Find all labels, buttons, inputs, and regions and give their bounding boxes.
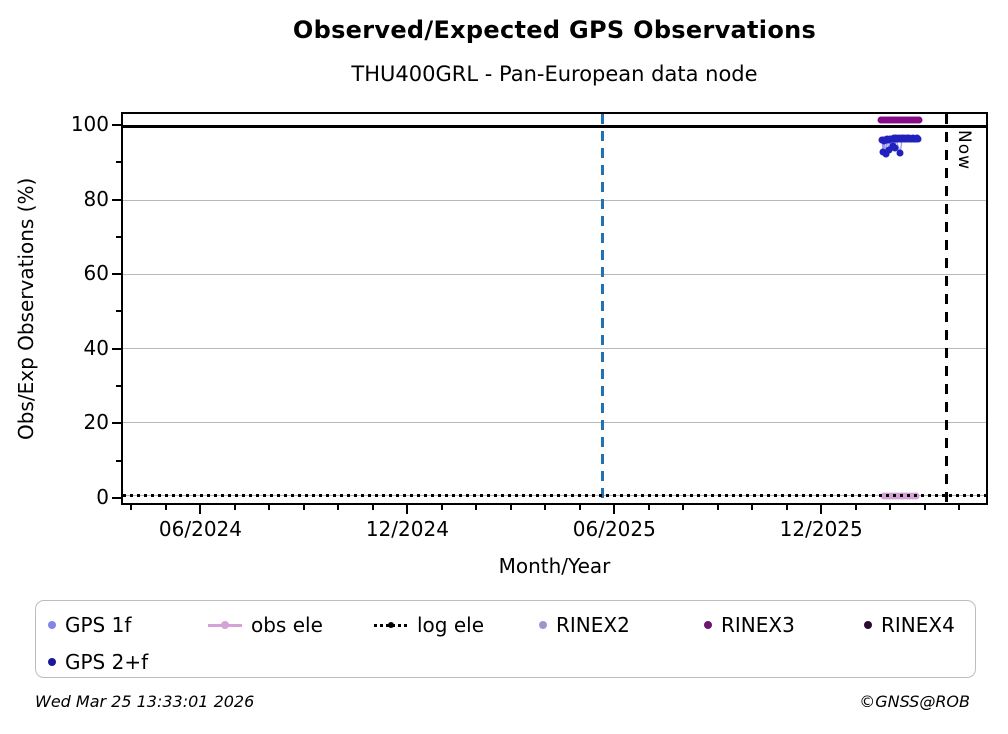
render-timestamp: Wed Mar 25 13:33:01 2026	[35, 692, 255, 711]
x-minor-tick	[854, 505, 857, 510]
x-tick-label: 12/2024	[365, 517, 449, 541]
x-minor-tick	[682, 505, 685, 510]
legend-item-rinex3: RINEX3	[704, 610, 795, 640]
log-ele-marker-dot-icon	[388, 622, 394, 628]
legend-row: GPS 1f obs ele log ele RINEX2 RINEX3 RINEX4	[36, 610, 975, 640]
x-minor-tick	[302, 505, 305, 510]
y-tick-label: 60	[83, 261, 109, 286]
obs-ele-marker-dot-icon	[221, 621, 229, 629]
legend-label: log ele	[417, 613, 485, 637]
log-ele-zero-line	[123, 494, 986, 498]
x-minor-tick	[509, 505, 512, 510]
x-minor-tick	[268, 505, 271, 510]
data-point-rinex3	[915, 116, 923, 124]
y-major-tick	[112, 422, 121, 425]
x-tick-label: 12/2025	[779, 517, 863, 541]
y-major-tick	[112, 124, 121, 127]
legend-item-rinex2: RINEX2	[539, 610, 630, 640]
legend-row: GPS 2+f	[36, 647, 975, 677]
y-gridline	[123, 421, 986, 423]
y-minor-tick	[116, 235, 121, 238]
x-minor-tick	[164, 505, 167, 510]
legend: GPS 1f obs ele log ele RINEX2 RINEX3 RINEX4 GP…	[35, 600, 976, 678]
x-major-tick	[820, 505, 823, 514]
y-major-tick	[112, 198, 121, 201]
x-minor-tick	[958, 505, 961, 510]
x-minor-tick	[923, 505, 926, 510]
legend-label: RINEX4	[881, 613, 955, 637]
x-axis-label: Month/Year	[498, 554, 611, 578]
legend-label: RINEX2	[556, 613, 630, 637]
x-minor-tick	[889, 505, 892, 510]
data-point-gps-2-f	[914, 135, 922, 143]
y-major-tick	[112, 273, 121, 276]
y-tick-label: 0	[96, 484, 109, 509]
y-gridline	[123, 274, 986, 276]
x-minor-tick	[578, 505, 581, 510]
rinex3-marker-icon	[704, 621, 712, 629]
event-marker-line	[601, 114, 605, 503]
x-minor-tick	[440, 505, 443, 510]
legend-item-rinex4: RINEX4	[864, 610, 955, 640]
y-minor-tick	[116, 310, 121, 313]
x-minor-tick	[785, 505, 788, 510]
x-minor-tick	[475, 505, 478, 510]
now-text-label: Now	[953, 130, 974, 171]
rinex2-marker-icon	[539, 621, 547, 629]
y-tick-label: 100	[70, 112, 109, 137]
plot-area: Now	[121, 112, 988, 505]
legend-item-log-ele: log ele	[374, 610, 484, 640]
y-minor-tick	[116, 385, 121, 388]
data-point-gps-2-f	[885, 146, 893, 154]
gps-2-f-marker-icon	[48, 658, 56, 666]
x-minor-tick	[716, 505, 719, 510]
y-axis-label: Obs/Exp Observations (%)	[14, 177, 38, 440]
y-minor-tick	[116, 161, 121, 164]
rinex4-marker-icon	[864, 621, 872, 629]
data-point-gps-2-f	[891, 144, 899, 152]
x-minor-tick	[751, 505, 754, 510]
x-minor-tick	[647, 505, 650, 510]
legend-item-obs-ele: obs ele	[208, 610, 323, 640]
data-point-gps-2-f	[882, 150, 890, 158]
legend-label: GPS 2+f	[65, 650, 149, 674]
x-tick-label: 06/2024	[158, 517, 242, 541]
x-minor-tick	[337, 505, 340, 510]
data-point-gps-2-f	[896, 149, 904, 157]
y-gridline	[123, 347, 986, 349]
obs-ele-marker-icon	[208, 621, 242, 629]
x-major-tick	[406, 505, 409, 514]
chart-title: Observed/Expected GPS Observations	[292, 16, 817, 44]
y-tick-label: 40	[83, 335, 109, 360]
x-minor-tick	[544, 505, 547, 510]
legend-label: obs ele	[251, 613, 323, 637]
copyright-credit: ©GNSS@ROB	[859, 692, 970, 711]
legend-label: GPS 1f	[65, 613, 132, 637]
legend-item-gps-2-f: GPS 2+f	[48, 647, 148, 677]
hundred-percent-line	[123, 125, 986, 129]
gps-1f-marker-icon	[48, 621, 56, 629]
y-gridline	[123, 200, 986, 202]
x-tick-label: 06/2025	[572, 517, 656, 541]
y-tick-label: 80	[83, 186, 109, 211]
legend-item-gps-1f: GPS 1f	[48, 610, 131, 640]
x-minor-tick	[130, 505, 133, 510]
legend-label: RINEX3	[721, 613, 795, 637]
y-major-tick	[112, 347, 121, 350]
x-minor-tick	[233, 505, 236, 510]
y-major-tick	[112, 496, 121, 499]
chart-subtitle: THU400GRL - Pan-European data node	[351, 62, 758, 86]
now-line	[945, 114, 948, 503]
y-minor-tick	[116, 459, 121, 462]
y-tick-label: 20	[83, 410, 109, 435]
x-major-tick	[199, 505, 202, 514]
x-major-tick	[613, 505, 616, 514]
x-minor-tick	[371, 505, 374, 510]
line-series-layer	[123, 114, 986, 503]
log-ele-marker-icon	[374, 622, 408, 628]
